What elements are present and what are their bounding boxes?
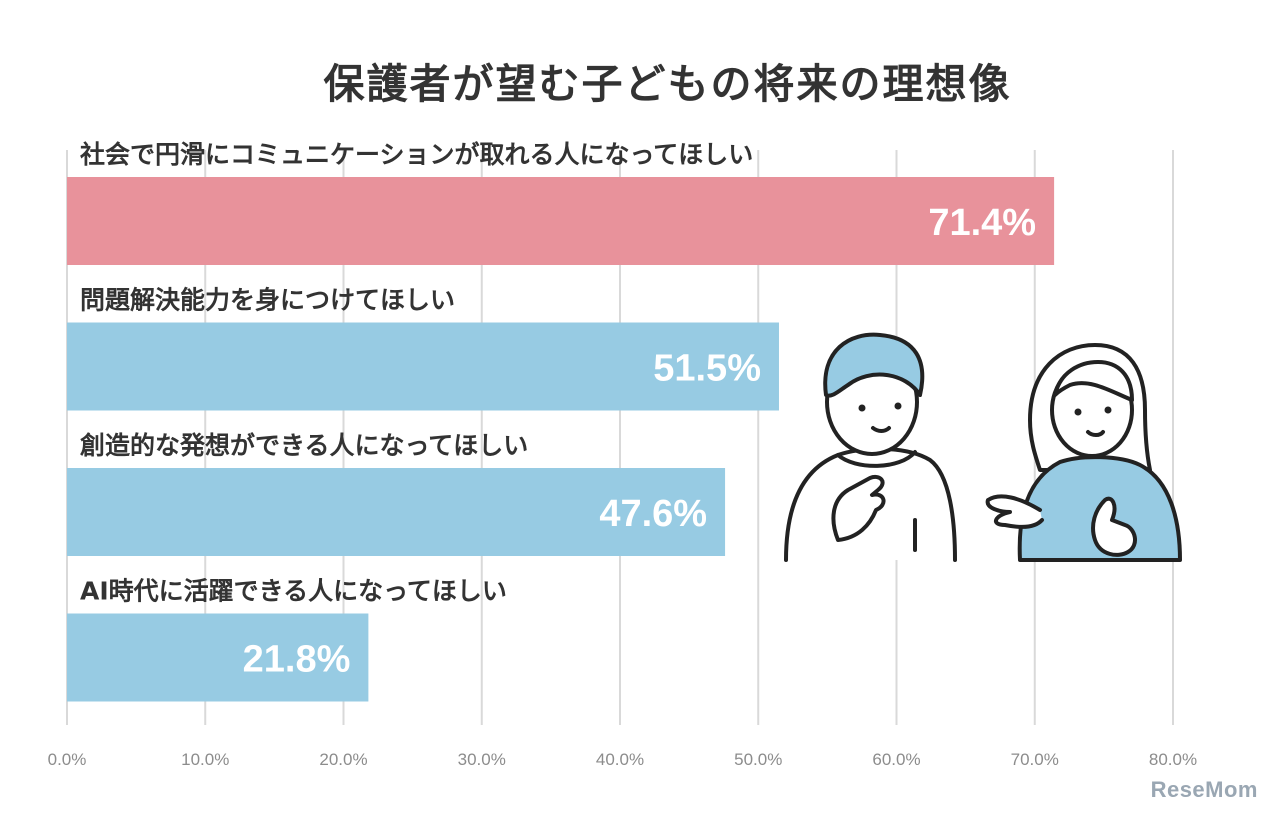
chart-title: 保護者が望む子どもの将来の理想像 (323, 60, 1012, 108)
girl-illustration (985, 343, 1182, 562)
x-tick-label: 40.0% (596, 750, 644, 769)
x-tick-label: 70.0% (1011, 750, 1059, 769)
boy-illustration (784, 332, 957, 562)
bar (67, 613, 369, 702)
x-tick-label: 30.0% (458, 750, 506, 769)
data-label: 47.6% (599, 493, 707, 535)
bar (67, 177, 1055, 265)
category-label: 社会で円滑にコミュニケーションが取れる人になってほしい (80, 140, 753, 169)
x-tick-label: 0.0% (48, 750, 87, 769)
x-tick-label: 50.0% (734, 750, 782, 769)
x-tick-label: 10.0% (181, 750, 229, 769)
category-label: 問題解決能力を身につけてほしい (80, 286, 455, 315)
bar (67, 468, 726, 556)
bar (67, 322, 779, 411)
data-label: 21.8% (243, 639, 351, 681)
x-tick-label: 20.0% (319, 750, 367, 769)
x-tick-label: 80.0% (1149, 750, 1197, 769)
category-label: AI時代に活躍できる人になってほしい (80, 577, 507, 606)
watermark-logo: ReseMom (1150, 777, 1258, 802)
data-label: 71.4% (928, 202, 1036, 244)
data-label: 51.5% (653, 348, 761, 390)
category-label: 創造的な発想ができる人になってほしい (80, 431, 528, 460)
x-tick-label: 60.0% (872, 750, 920, 769)
